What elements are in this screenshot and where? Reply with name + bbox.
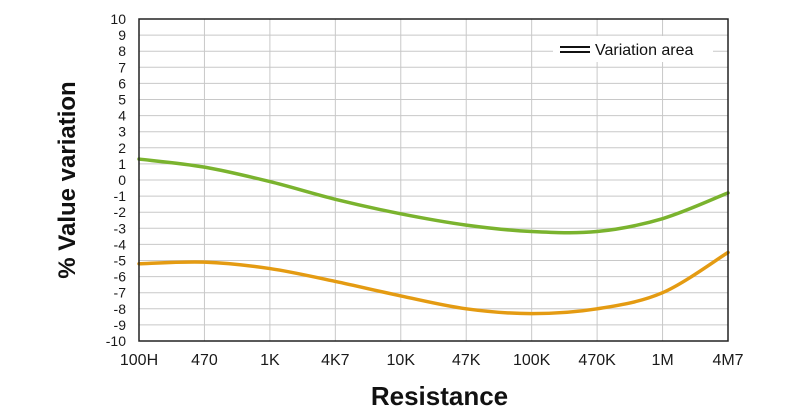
y-tick-label: -8 [114, 301, 127, 317]
y-tick-label: -2 [114, 204, 127, 220]
y-tick-label: 4 [118, 108, 126, 124]
y-axis-label: % Value variation [54, 81, 81, 278]
x-tick-label: 100K [513, 352, 551, 369]
y-tick-label: -7 [114, 285, 127, 301]
legend-background [553, 36, 713, 62]
legend-label: Variation area [595, 42, 694, 59]
x-tick-label: 100H [120, 352, 158, 369]
y-tick-label: 10 [110, 11, 126, 27]
x-tick-label: 1M [651, 352, 673, 369]
y-tick-label: 3 [118, 124, 126, 140]
legend: Variation area [553, 36, 713, 62]
y-tick-label: 6 [118, 75, 126, 91]
x-tick-label: 4K7 [321, 352, 350, 369]
y-tick-label: 2 [118, 140, 126, 156]
x-tick-label: 470K [578, 352, 616, 369]
x-tick-label: 4M7 [712, 352, 743, 369]
y-tick-label: 7 [118, 59, 126, 75]
series-line [137, 250, 730, 316]
y-tick-label: -4 [114, 236, 127, 252]
y-tick-label: -9 [114, 317, 127, 333]
x-tick-label: 47K [452, 352, 481, 369]
x-axis-label: Resistance [371, 381, 508, 411]
y-tick-label: -10 [106, 333, 126, 349]
x-tick-label: 1K [260, 352, 280, 369]
series-line [137, 157, 730, 235]
plot-frame [138, 18, 729, 342]
grid [138, 18, 729, 342]
y-tick-label: 8 [118, 43, 126, 59]
x-tick-label: 470 [191, 352, 218, 369]
y-tick-label: -6 [114, 269, 127, 285]
y-tick-label: -5 [114, 253, 127, 269]
x-tick-labels: 100H 470 1K 4K7 10K 47K 100K 470K 1M 4M7 [120, 352, 744, 369]
x-tick-label: 10K [387, 352, 416, 369]
y-tick-label: -3 [114, 220, 127, 236]
y-tick-label: -1 [114, 188, 127, 204]
y-tick-label: 0 [118, 172, 126, 188]
y-tick-label: 5 [118, 92, 126, 108]
y-tick-label: 9 [118, 27, 126, 43]
y-tick-label: 1 [118, 156, 126, 172]
series-lines [137, 157, 730, 316]
